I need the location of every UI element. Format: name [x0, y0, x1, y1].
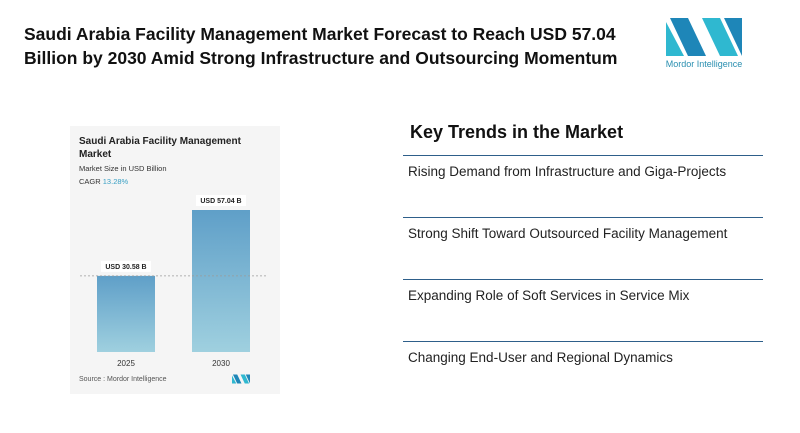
trend-item-label: Rising Demand from Infrastructure and Gi… [408, 164, 727, 179]
x-tick-label: 2025 [117, 359, 135, 368]
trend-item-label: Changing End-User and Regional Dynamics [408, 350, 673, 365]
trend-item-label: Strong Shift Toward Outsourced Facility … [408, 226, 728, 241]
chart-subtitle: Market Size in USD Billion [79, 164, 167, 173]
headline: Saudi Arabia Facility Management Market … [24, 24, 618, 68]
data-label: USD 57.04 B [200, 198, 241, 205]
trends-title: Key Trends in the Market [410, 122, 624, 142]
mordor-logo: Mordor Intelligence [658, 18, 750, 74]
chart-title: Saudi Arabia Facility Management Market [79, 136, 241, 160]
mordor-logo-icon [666, 18, 742, 56]
bar-chart: USD 30.58 B 2025 USD 57.04 B 2030 [80, 195, 268, 368]
data-label-box [196, 195, 246, 206]
chart-cagr: CAGR 13.28% [79, 177, 128, 186]
trend-item: Rising Demand from Infrastructure and Gi… [403, 155, 763, 181]
trend-item: Expanding Role of Soft Services in Servi… [403, 279, 763, 305]
chart-source: Source : Mordor Intelligence [79, 376, 167, 383]
data-label: USD 30.58 B [105, 264, 146, 271]
trend-item: Changing End-User and Regional Dynamics [403, 341, 763, 367]
logo-text: Mordor Intelligence [665, 59, 743, 69]
chart-card: USD 30.58 B 2025 USD 57.04 B 2030 Saudi Ara… [70, 126, 280, 394]
mini-logo-icon [232, 374, 250, 384]
x-tick-label: 2030 [212, 359, 230, 368]
bar-2025 [97, 275, 155, 352]
data-label-box [101, 260, 151, 272]
trend-item-label: Expanding Role of Soft Services in Servi… [408, 288, 690, 303]
cagr-label: CAGR [79, 177, 101, 186]
cagr-value: 13.28% [102, 177, 129, 186]
bar-2030 [192, 210, 250, 352]
trend-item: Strong Shift Toward Outsourced Facility … [403, 217, 763, 243]
